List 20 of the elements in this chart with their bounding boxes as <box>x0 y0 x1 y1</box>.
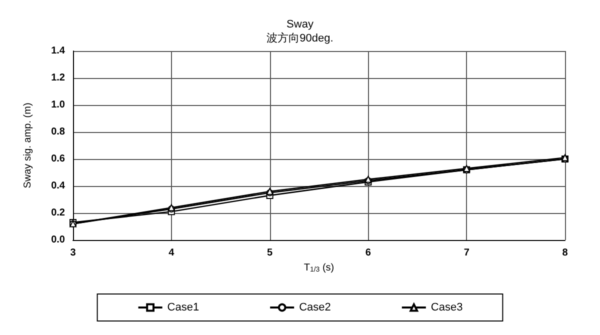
y-axis-title: Sway sig. amp. (m) <box>22 102 34 188</box>
x-tick-label: 3 <box>70 248 76 258</box>
x-tick-label: 4 <box>168 248 175 258</box>
x-tick-label: 5 <box>267 248 274 258</box>
y-tick-label: 0.6 <box>51 154 66 164</box>
x-tick-label: 6 <box>365 248 372 258</box>
chart-title: Sway <box>286 18 314 30</box>
y-tick-label: 0.4 <box>51 180 66 192</box>
y-tick-label: 0.8 <box>51 126 66 138</box>
x-tick-label: 7 <box>464 248 470 258</box>
legend-label: Case3 <box>430 302 463 314</box>
y-tick-label: 0.2 <box>51 208 66 218</box>
y-tick-label: 1.0 <box>51 100 66 110</box>
y-tick-label: 1.4 <box>51 46 66 56</box>
y-tick-label: 1.2 <box>51 72 66 84</box>
x-tick-label: 8 <box>562 248 568 258</box>
legend-label: Case1 <box>167 302 200 314</box>
chart-subtitle: 波方向90deg. <box>266 32 334 44</box>
legend-label: Case2 <box>299 302 331 314</box>
y-tick-label: 0.0 <box>51 234 66 246</box>
